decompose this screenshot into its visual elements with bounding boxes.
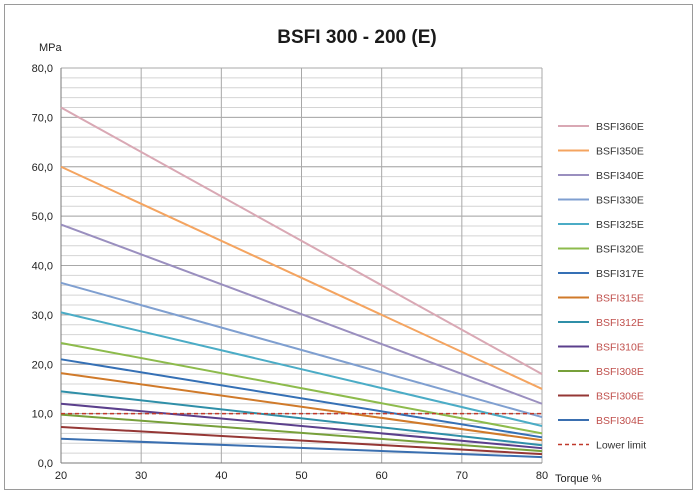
series-line-bsfi312e <box>60 390 543 447</box>
y-tick-label: 20,0 <box>32 359 53 371</box>
x-tick-label: 30 <box>135 470 147 482</box>
legend-label: BSFI306E <box>596 391 644 403</box>
y-tick-label: 0,0 <box>38 458 53 470</box>
y-tick-label: 30,0 <box>32 310 53 322</box>
legend-label: BSFI325E <box>596 219 644 231</box>
y-tick-label: 70,0 <box>32 112 53 124</box>
grid <box>60 67 543 464</box>
legend-label: BSFI317E <box>596 268 644 280</box>
legend-label: BSFI350E <box>596 146 644 158</box>
x-tick-label: 20 <box>55 470 67 482</box>
y-axis-label: MPa <box>39 42 63 54</box>
x-tick-label: 80 <box>536 470 548 482</box>
x-tick-label: 50 <box>295 470 307 482</box>
x-tick-label: 70 <box>456 470 468 482</box>
series-line-bsfi325e <box>60 311 543 427</box>
x-tick-label: 40 <box>215 470 227 482</box>
legend-label: BSFI308E <box>596 366 644 378</box>
series-line-bsfi340e <box>60 223 543 405</box>
axes: 0,0 10,0 20,0 30,0 40,0 50,0 60,0 70,0 80,0 20 30 4… <box>32 63 549 482</box>
chart-frame: BSFI 300 - 200 (E) 0,0 10,0 20,0 30,0 40,0 50… <box>4 4 693 490</box>
series-line-bsfi330e <box>60 281 543 419</box>
series-lines <box>60 106 543 459</box>
y-tick-label: 60,0 <box>32 162 53 174</box>
series-line-bsfi306e <box>60 425 543 456</box>
line-chart: BSFI 300 - 200 (E) 0,0 10,0 20,0 30,0 40,0 50… <box>32 27 647 485</box>
x-tick-label: 60 <box>376 470 388 482</box>
y-tick-label: 40,0 <box>32 261 53 273</box>
series-line-bsfi350e <box>60 165 543 390</box>
legend-label: BSFI310E <box>596 342 644 354</box>
y-tick-label: 50,0 <box>32 211 53 223</box>
series-line-bsfi315e <box>60 372 543 442</box>
legend: BSFI360E BSFI350E BSFI340E BSFI330E BSFI325E… <box>558 121 646 452</box>
chart-title: BSFI 300 - 200 (E) <box>277 27 436 48</box>
series-line-bsfi360e <box>60 106 543 375</box>
legend-label: Lower limit <box>596 440 646 452</box>
series-line-bsfi308e <box>60 413 543 453</box>
legend-label: BSFI304E <box>596 415 644 427</box>
series-line-bsfi304e <box>60 437 543 459</box>
legend-label: BSFI320E <box>596 244 644 256</box>
series-line-bsfi317e <box>60 358 543 439</box>
x-axis-label: Torque % <box>555 473 602 485</box>
legend-label: BSFI360E <box>596 121 644 133</box>
legend-label: BSFI330E <box>596 195 644 207</box>
series-line-bsfi310e <box>60 402 543 450</box>
y-tick-label: 10,0 <box>32 409 53 421</box>
y-tick-label: 80,0 <box>32 63 53 75</box>
legend-label: BSFI315E <box>596 293 644 305</box>
legend-label: BSFI340E <box>596 170 644 182</box>
legend-label: BSFI312E <box>596 317 644 329</box>
series-line-bsfi320e <box>60 342 543 435</box>
